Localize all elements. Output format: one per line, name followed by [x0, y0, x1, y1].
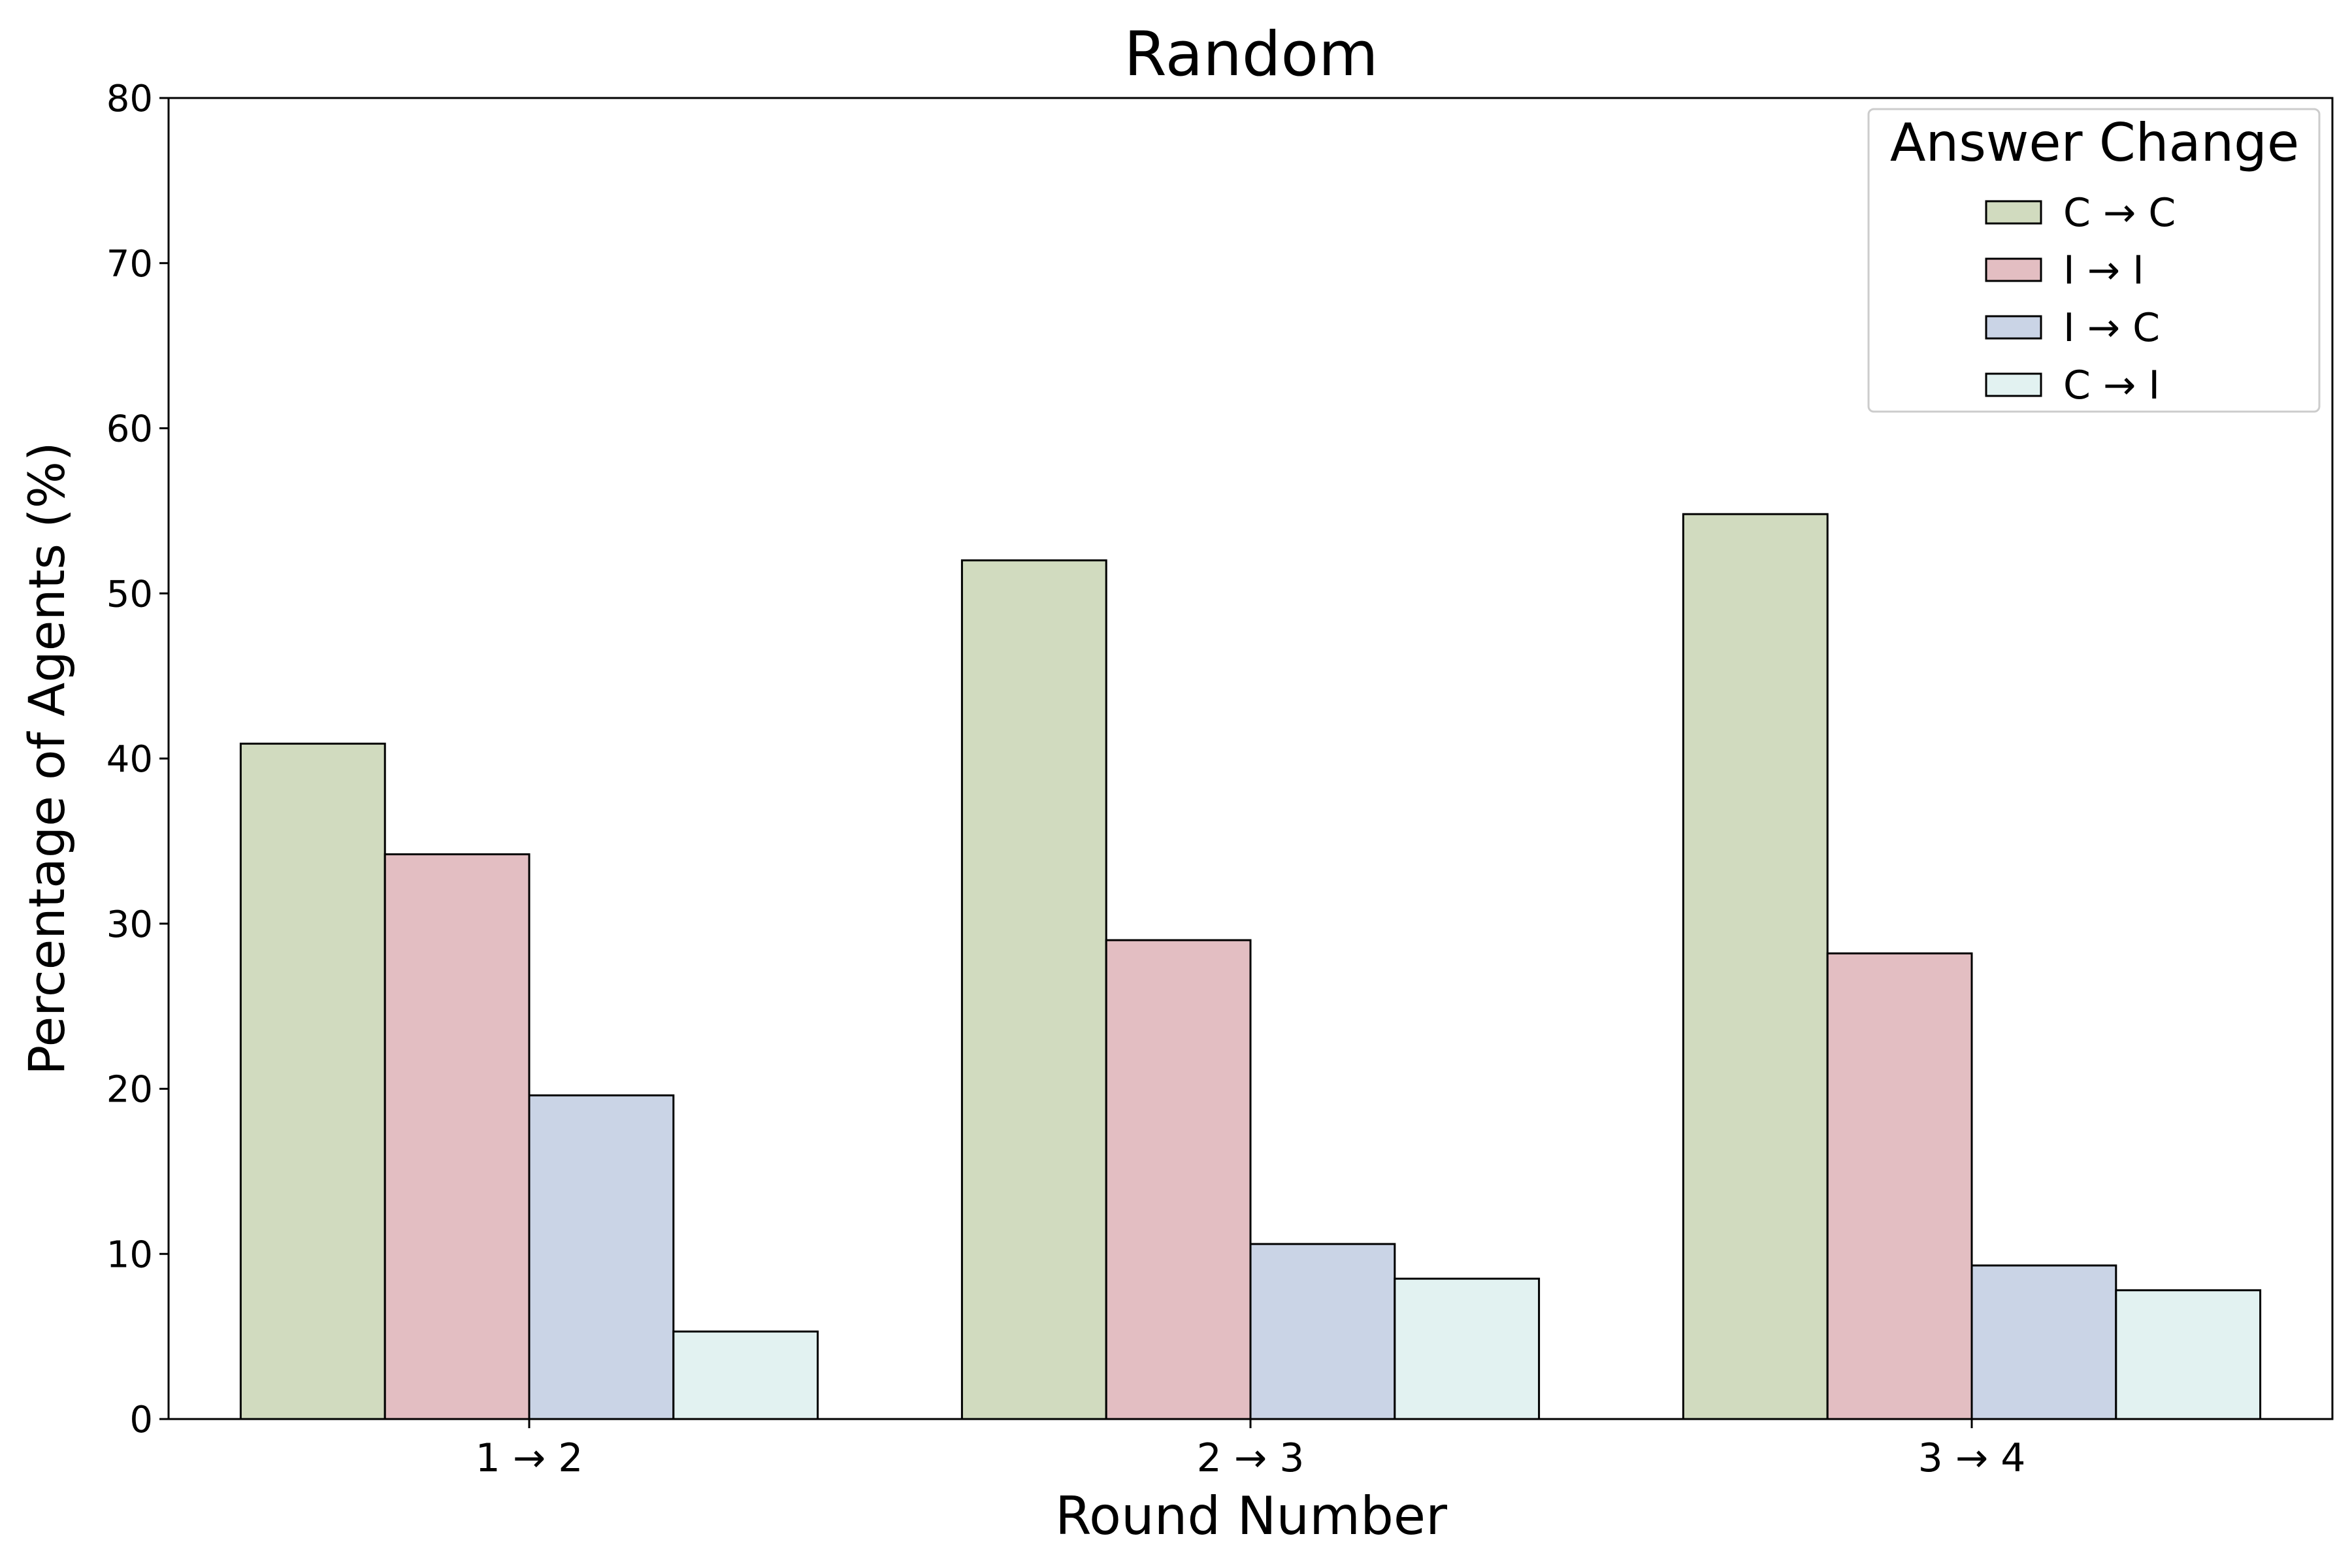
bar-1-cat-1 — [239, 742, 386, 1420]
bar-1-cat-2 — [960, 559, 1107, 1420]
bar-2-cat-1 — [384, 853, 531, 1420]
y-tick-label: 80 — [106, 78, 153, 120]
legend-label-1: C → C — [2063, 190, 2176, 236]
y-tick-label: 10 — [106, 1233, 153, 1276]
legend-label-4: C → I — [2063, 363, 2160, 408]
x-tick-label: 2 → 3 — [1197, 1435, 1305, 1481]
bar-3-cat-1 — [528, 1094, 675, 1420]
chart-title: Random — [1124, 19, 1378, 90]
y-tick-label: 40 — [106, 738, 153, 781]
x-tick-label: 3 → 4 — [1918, 1435, 2026, 1481]
bar-3-cat-3 — [1970, 1264, 2117, 1420]
legend-label-2: I → I — [2063, 248, 2144, 293]
legend: Answer Change C → C I → I I → C C → I — [1867, 108, 2321, 413]
x-axis-label: Round Number — [1055, 1486, 1447, 1546]
bars-layer — [239, 513, 2262, 1420]
bar-4-cat-3 — [2115, 1289, 2262, 1420]
legend-items: C → C I → I I → C C → I — [1985, 190, 2176, 408]
y-axis: 0 10 20 30 40 50 60 70 80 — [106, 78, 169, 1441]
bar-3-cat-2 — [1249, 1243, 1396, 1420]
legend-label-3: I → C — [2063, 305, 2160, 351]
bar-4-cat-1 — [672, 1330, 819, 1420]
legend-swatch-2 — [1985, 257, 2042, 282]
bar-1-cat-3 — [1682, 513, 1829, 1420]
bar-2-cat-2 — [1105, 939, 1252, 1420]
y-tick-label: 30 — [106, 904, 153, 946]
y-axis-label: Percentage of Agents (%) — [18, 442, 76, 1075]
legend-swatch-1 — [1985, 200, 2042, 225]
y-tick-label: 50 — [106, 573, 153, 615]
y-tick-label: 0 — [129, 1399, 153, 1441]
legend-swatch-3 — [1985, 315, 2042, 340]
x-tick-label: 1 → 2 — [476, 1435, 583, 1481]
x-axis: 1 → 2 2 → 3 3 → 4 — [476, 1419, 2026, 1481]
bar-4-cat-2 — [1394, 1277, 1541, 1420]
y-tick-label: 70 — [106, 243, 153, 286]
y-tick-label: 60 — [106, 408, 153, 451]
legend-frame — [1867, 108, 2321, 413]
y-tick-label: 20 — [106, 1069, 153, 1111]
bar-2-cat-3 — [1826, 952, 1973, 1420]
legend-swatch-4 — [1985, 372, 2042, 397]
legend-title: Answer Change — [1890, 112, 2299, 173]
